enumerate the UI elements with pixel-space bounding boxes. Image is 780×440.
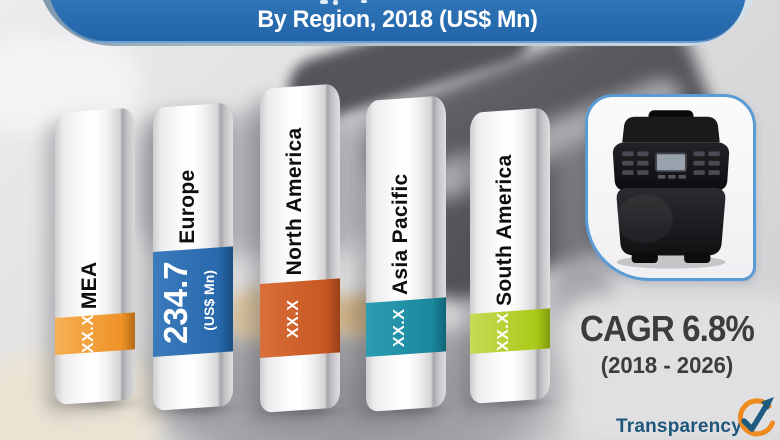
cropped-text-fragment bbox=[320, 0, 328, 4]
bar-value-unit: (US$ Mn) bbox=[201, 270, 217, 331]
bar-value: XX.X bbox=[495, 312, 512, 351]
brand-logo-checkmark-icon bbox=[738, 397, 775, 437]
bar-value-band: 234.7 (US$ Mn) bbox=[153, 246, 233, 357]
brand-name: Transparency bbox=[616, 416, 742, 437]
bar-value: XX.X bbox=[285, 299, 302, 338]
bar-value-band: XX.X bbox=[366, 297, 446, 357]
bar-value-band: XX.X bbox=[470, 308, 550, 354]
bar-value: XX.X bbox=[80, 314, 97, 354]
bar-value-band: XX.X bbox=[55, 312, 135, 355]
bar-category-label: Asia Pacific bbox=[389, 173, 412, 295]
bar-value-band: XX.X bbox=[260, 278, 340, 358]
bar-category-label: North America bbox=[283, 127, 306, 276]
bar-category-label: South America bbox=[493, 154, 516, 306]
cagr-value: CAGR 6.8% bbox=[580, 308, 755, 349]
bar-category-label: Europe bbox=[176, 169, 199, 244]
bar-value: XX.X bbox=[391, 308, 408, 347]
bar-value: 234.7 bbox=[157, 261, 194, 345]
bar-asia-pacific: Asia Pacific XX.X bbox=[366, 95, 446, 412]
bar-north-america: North America XX.X bbox=[260, 83, 340, 413]
chart-title: By Region, 2018 (US$ Mn) bbox=[256, 6, 538, 33]
cropped-text-fragment bbox=[333, 0, 338, 5]
bar-south-america: South America XX.X bbox=[470, 107, 550, 404]
bar-europe: Europe 234.7 (US$ Mn) bbox=[153, 102, 233, 411]
bar-category-label: MEA bbox=[78, 261, 101, 310]
cagr-annotation: CAGR 6.8% (2018 - 2026) bbox=[558, 308, 776, 379]
product-image-multicooker bbox=[612, 109, 729, 269]
cagr-period: (2018 - 2026) bbox=[600, 352, 734, 378]
cropped-text-fragment bbox=[361, 0, 367, 3]
product-image-frame bbox=[585, 94, 756, 281]
title-banner: By Region, 2018 (US$ Mn) bbox=[48, 0, 746, 43]
bar-mea: MEA XX.X bbox=[55, 107, 135, 405]
